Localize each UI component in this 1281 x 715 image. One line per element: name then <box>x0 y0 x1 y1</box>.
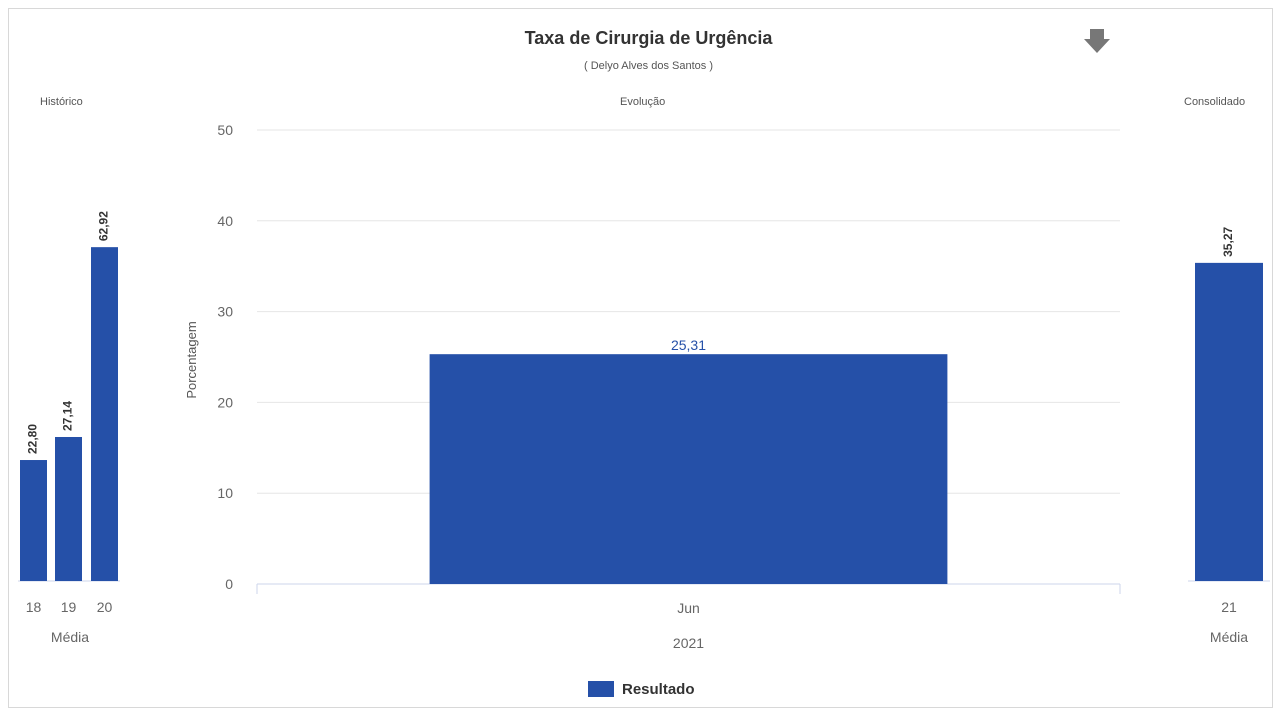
historico-value-label-19: 27,14 <box>61 401 75 431</box>
chart-frame <box>8 8 1273 708</box>
historico-bar-18 <box>20 460 47 581</box>
x-tick-Jun: Jun <box>677 600 700 616</box>
historico-tick-19: 19 <box>61 599 77 615</box>
y-tick-0: 0 <box>225 576 233 592</box>
y-tick-50: 50 <box>217 122 233 138</box>
download-button[interactable] <box>1082 26 1112 56</box>
evolucao-label: Evolução <box>620 96 666 108</box>
consolidado-value-label-21: 35,27 <box>1221 227 1235 257</box>
legend-swatch <box>588 681 614 697</box>
consolidado-bar-21 <box>1195 262 1263 581</box>
evolucao-value-label-Jun: 25,31 <box>671 337 706 353</box>
historico-bar-20 <box>91 247 118 582</box>
y-tick-20: 20 <box>217 394 233 410</box>
legend-label: Resultado <box>622 680 695 698</box>
historico-xlabel: Média <box>51 629 89 645</box>
y-tick-40: 40 <box>217 213 233 229</box>
download-arrow-icon <box>1084 29 1110 53</box>
historico-value-label-20: 62,92 <box>97 211 111 241</box>
evolucao-bar-Jun <box>429 354 948 584</box>
historico-tick-20: 20 <box>97 599 113 615</box>
historico-label: Histórico <box>40 96 83 108</box>
historico-bar-19 <box>55 436 82 581</box>
consolidado-xlabel: Média <box>1210 629 1248 645</box>
legend-item-resultado[interactable]: Resultado <box>588 679 695 699</box>
consolidado-tick-21: 21 <box>1221 599 1237 615</box>
y-tick-10: 10 <box>217 485 233 501</box>
y-axis-title: Porcentagem <box>184 321 199 398</box>
consolidado-label: Consolidado <box>1184 96 1246 108</box>
chart-title: Taxa de Cirurgia de Urgência <box>524 28 773 48</box>
chart-subtitle: ( Delyo Alves dos Santos ) <box>583 60 713 72</box>
y-tick-30: 30 <box>217 304 233 320</box>
evolucao-xlabel: 2021 <box>673 635 704 651</box>
historico-tick-18: 18 <box>26 599 42 615</box>
historico-value-label-18: 22,80 <box>26 424 40 454</box>
